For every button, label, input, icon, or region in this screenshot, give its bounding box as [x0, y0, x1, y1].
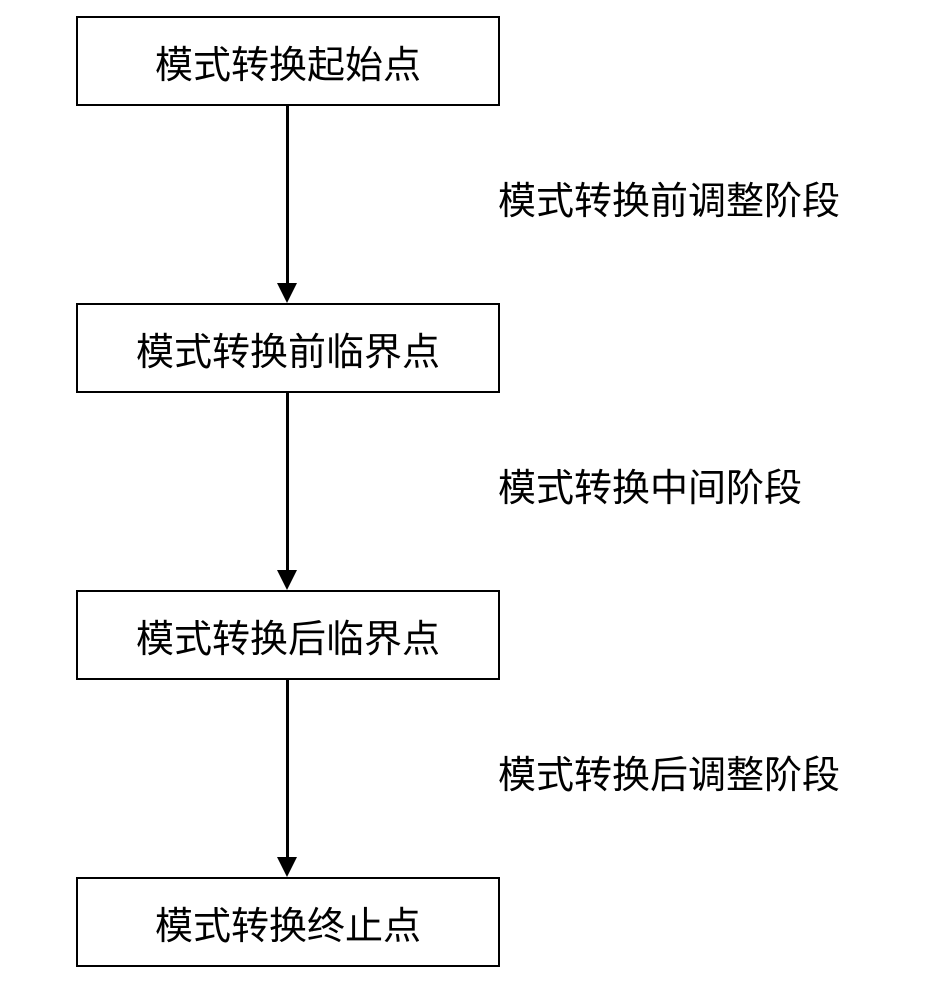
edge-label-1: 模式转换前调整阶段: [498, 170, 840, 225]
edge-label-3: 模式转换后调整阶段: [498, 744, 840, 799]
node-pre-critical: 模式转换前临界点: [76, 303, 500, 393]
arrow-head-2: [277, 570, 297, 590]
node-pre-critical-label: 模式转换前临界点: [136, 321, 440, 376]
edge-label-2: 模式转换中间阶段: [498, 457, 802, 512]
flowchart-container: 模式转换起始点 模式转换前调整阶段 模式转换前临界点 模式转换中间阶段 模式转换…: [0, 0, 938, 1000]
arrow-line-1: [286, 106, 289, 283]
node-end: 模式转换终止点: [76, 877, 500, 967]
node-end-label: 模式转换终止点: [155, 895, 421, 950]
arrow-line-3: [286, 680, 289, 857]
node-post-critical-label: 模式转换后临界点: [136, 608, 440, 663]
node-start-label: 模式转换起始点: [155, 34, 421, 89]
arrow-head-3: [277, 857, 297, 877]
node-start: 模式转换起始点: [76, 16, 500, 106]
node-post-critical: 模式转换后临界点: [76, 590, 500, 680]
arrow-line-2: [286, 393, 289, 570]
arrow-head-1: [277, 283, 297, 303]
